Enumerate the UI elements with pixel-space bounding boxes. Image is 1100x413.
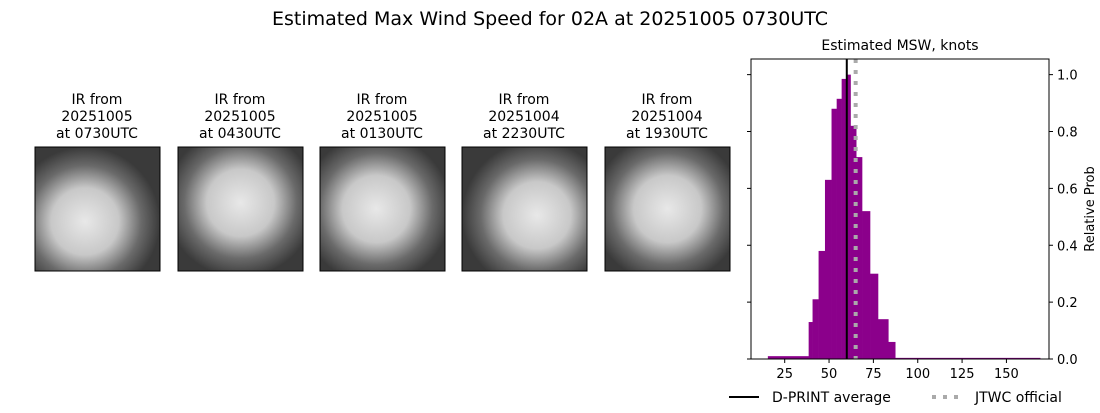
x-tick-label: 25 (776, 367, 793, 382)
chart-title: Estimated MSW, knots (821, 38, 978, 54)
y-tick-label: 0.8 (1057, 126, 1078, 141)
legend: D-PRINT average JTWC official (729, 390, 1062, 406)
ir-satellite-image (319, 146, 446, 272)
ir-panel-caption: IR from (642, 92, 693, 108)
ir-panel-caption: at 2230UTC (483, 126, 565, 142)
figure-title: Estimated Max Wind Speed for 02A at 2025… (272, 8, 828, 30)
histogram-bar (895, 357, 1041, 359)
histogram-bar (841, 78, 847, 359)
legend-dprint-label: D-PRINT average (772, 390, 891, 406)
histogram-bar (818, 250, 826, 359)
histogram-bar (870, 273, 879, 359)
ir-panel-caption: IR from (215, 92, 266, 108)
ir-panel-caption: IR from (499, 92, 550, 108)
y-tick-label: 1.0 (1057, 69, 1078, 84)
x-tick-label: 100 (905, 367, 930, 382)
ir-panel-caption: at 0730UTC (56, 126, 138, 142)
ir-panel-caption: at 0430UTC (199, 126, 281, 142)
y-tick-label: 0.6 (1057, 182, 1078, 197)
histogram-bar (856, 157, 863, 359)
ir-satellite-image (34, 146, 161, 272)
ir-satellite-image (461, 146, 588, 272)
ir-satellite-image (604, 146, 731, 272)
ir-panel-caption: at 1930UTC (626, 126, 708, 142)
ir-panel-caption: IR from (72, 92, 123, 108)
ir-panel-caption: at 0130UTC (341, 126, 423, 142)
histogram-bar (878, 319, 889, 359)
plot-frame (750, 58, 1050, 360)
x-tick-label: 50 (821, 367, 838, 382)
y-tick-label: 0.0 (1057, 353, 1078, 368)
histogram-bar (850, 125, 857, 359)
histogram-bar (846, 74, 851, 360)
ir-panel-caption: 20251005 (204, 109, 275, 125)
ir-satellite-image (177, 146, 304, 272)
ir-panel-caption: IR from (357, 92, 408, 108)
x-tick-label: 75 (865, 367, 882, 382)
legend-jtwc-label: JTWC official (974, 390, 1062, 406)
ir-panel-caption: 20251004 (488, 109, 559, 125)
ir-panel-caption: 20251005 (61, 109, 132, 125)
histogram-bar (767, 356, 809, 359)
histogram-bar (824, 179, 832, 359)
ir-panel-caption: 20251005 (346, 109, 417, 125)
histogram-bar (812, 299, 819, 359)
ir-panel-caption: 20251004 (631, 109, 702, 125)
y-tick-label: 0.4 (1057, 239, 1078, 254)
histogram-bar (831, 108, 837, 359)
histogram-bar (836, 98, 842, 359)
histogram-bar (862, 211, 871, 359)
x-tick-label: 125 (950, 367, 975, 382)
y-tick-label: 0.2 (1057, 296, 1078, 311)
histogram-bar (888, 341, 896, 359)
x-tick-label: 150 (994, 367, 1019, 382)
histogram-bar (808, 322, 813, 359)
y-axis-label: Relative Prob (1083, 166, 1098, 251)
